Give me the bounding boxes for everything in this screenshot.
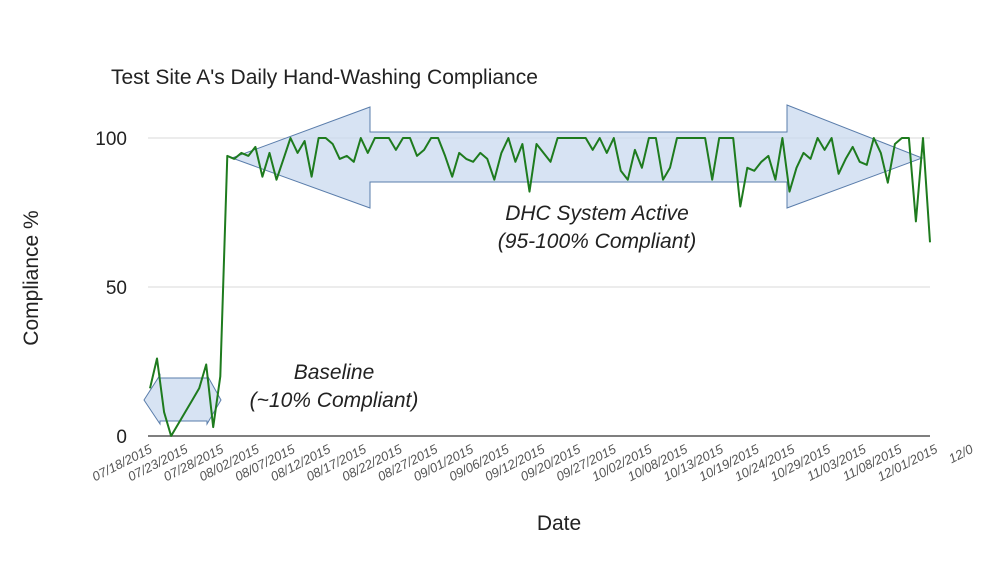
x-axis-title: Date <box>537 512 581 535</box>
x-tick-labels: 07/18/201507/23/201507/28/201508/02/2015… <box>90 441 977 484</box>
chart-title: Test Site A's Daily Hand-Washing Complia… <box>111 66 538 89</box>
y-axis-title: Compliance % <box>20 210 43 345</box>
x-tick-label: 12/0 <box>946 441 976 466</box>
y-tick-label: 100 <box>95 129 127 150</box>
dhc-double-arrow <box>230 104 924 209</box>
annotation-baseline-line1: Baseline <box>294 361 375 384</box>
annotation-dhc-line1: DHC System Active <box>505 202 689 225</box>
series-line-daily-compliance <box>149 137 931 437</box>
y-tick-labels: 0 50 100 <box>95 129 127 448</box>
y-tick-label: 0 <box>116 427 127 448</box>
y-tick-label: 50 <box>106 278 127 299</box>
annotation-baseline-line2: (~10% Compliant) <box>250 389 419 412</box>
annotation-dhc-line2: (95-100% Compliant) <box>498 230 696 253</box>
